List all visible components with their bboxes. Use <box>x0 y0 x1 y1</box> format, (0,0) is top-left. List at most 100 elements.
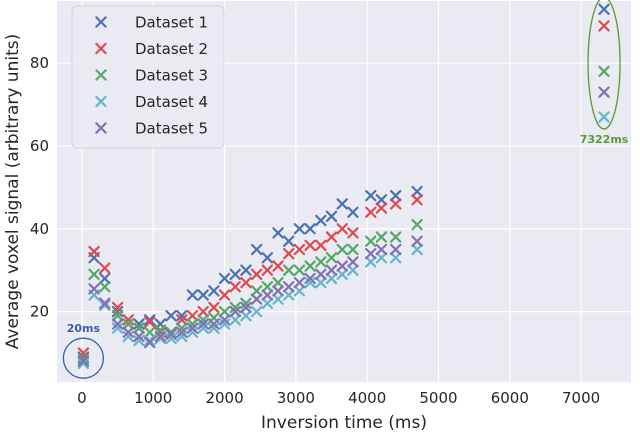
data-point-series-2 <box>229 281 241 293</box>
data-point-series-3 <box>133 322 145 334</box>
data-point-series-4 <box>304 276 316 289</box>
data-point-series-4 <box>365 256 377 268</box>
data-point-series-3 <box>304 260 316 272</box>
annotations: 20ms 7322ms <box>62 0 629 379</box>
data-point-series-4 <box>315 276 327 289</box>
data-point-series-4 <box>347 264 359 276</box>
data-point-series-1 <box>261 252 274 264</box>
x-tick-label: 5000 <box>419 389 457 407</box>
data-point-series-2 <box>347 227 359 239</box>
data-point-series-4 <box>165 332 177 345</box>
data-point-series-3 <box>99 281 111 293</box>
data-point-series-4 <box>336 268 348 281</box>
data-point-series-2 <box>88 245 100 258</box>
x-tick-label: 3000 <box>277 389 315 407</box>
data-point-series-2 <box>176 314 188 326</box>
legend-entry-1: Dataset 1 <box>135 14 208 32</box>
data-point-series-3 <box>336 243 348 256</box>
data-point-series-5 <box>411 235 423 247</box>
data-point-series-1 <box>389 189 402 202</box>
data-point-series-5 <box>272 285 284 297</box>
x-tick-label: 7000 <box>562 389 600 407</box>
data-point-series-5 <box>186 322 199 334</box>
annotation-ellipse-last <box>587 0 621 130</box>
data-point-series-4 <box>325 272 338 285</box>
legend-entry-4: Dataset 4 <box>135 93 208 111</box>
data-point-series-5 <box>99 297 111 310</box>
data-point-series-3 <box>315 256 327 268</box>
data-point-series-1 <box>325 210 338 223</box>
data-point-series-4 <box>122 330 135 343</box>
data-point-series-5 <box>598 86 610 98</box>
data-point-series-2 <box>293 243 306 256</box>
data-point-series-2 <box>411 194 423 206</box>
data-point-series-5 <box>165 328 177 341</box>
data-point-series-4 <box>154 332 167 345</box>
data-point-series-2 <box>304 239 316 252</box>
data-point-series-4 <box>111 322 124 334</box>
data-point-series-4 <box>598 111 610 123</box>
data-point-series-1 <box>283 235 295 247</box>
data-point-series-2 <box>186 310 199 322</box>
data-point-series-3 <box>272 276 284 289</box>
data-point-series-3 <box>325 252 338 264</box>
data-points <box>77 3 610 370</box>
data-point-series-5 <box>336 260 348 272</box>
data-point-series-1 <box>598 3 610 15</box>
data-point-series-1 <box>197 289 209 301</box>
annotation-label-last: 7322ms <box>580 133 629 146</box>
data-point-series-3 <box>186 318 199 330</box>
data-point-series-3 <box>122 318 135 330</box>
data-point-series-3 <box>365 235 377 247</box>
data-point-series-3 <box>229 301 241 314</box>
x-axis-label: Inversion time (ms) <box>261 413 427 433</box>
data-point-series-5 <box>229 305 241 318</box>
data-point-series-3 <box>111 310 124 322</box>
legend-entry-5: Dataset 5 <box>135 120 208 138</box>
x-tick-label: 4000 <box>348 389 386 407</box>
data-point-series-4 <box>250 305 263 318</box>
data-point-series-5 <box>143 336 156 349</box>
tick-labels: 0 1000 2000 3000 4000 5000 6000 7000 20 40 60 80 <box>30 54 600 407</box>
data-point-series-1 <box>365 189 377 202</box>
data-point-series-2 <box>389 198 402 210</box>
data-point-series-5 <box>261 289 274 301</box>
data-point-series-5 <box>250 293 263 305</box>
grid-lines <box>57 1 631 382</box>
data-point-series-1 <box>143 314 156 326</box>
data-point-series-5 <box>208 318 220 330</box>
data-point-series-3 <box>598 65 610 78</box>
data-point-series-2 <box>122 314 135 326</box>
data-point-series-5 <box>375 243 388 256</box>
data-point-series-2 <box>283 247 295 260</box>
data-point-series-3 <box>77 353 90 365</box>
data-point-series-2 <box>208 301 220 314</box>
data-point-series-1 <box>272 227 284 239</box>
x-tick-label: 1000 <box>134 389 172 407</box>
data-point-series-2 <box>111 301 124 314</box>
data-point-series-5 <box>133 330 145 343</box>
data-point-series-1 <box>111 305 124 318</box>
data-point-series-2 <box>325 231 338 243</box>
annotation-ellipse-first <box>62 337 105 379</box>
data-point-series-4 <box>218 318 231 330</box>
data-point-series-2 <box>240 276 252 289</box>
data-point-series-1 <box>165 310 177 322</box>
x-tick-label: 6000 <box>491 389 529 407</box>
data-point-series-3 <box>218 305 231 318</box>
data-point-series-1 <box>218 272 231 285</box>
data-point-series-2 <box>598 20 610 32</box>
x-tick-label: 2000 <box>205 389 243 407</box>
data-point-series-2 <box>197 305 209 318</box>
data-point-series-1 <box>99 272 111 285</box>
legend-entry-3: Dataset 3 <box>135 67 208 85</box>
data-point-series-4 <box>77 357 90 370</box>
y-tick-label: 80 <box>30 54 49 72</box>
data-point-series-5 <box>293 276 306 289</box>
data-point-series-5 <box>325 264 338 276</box>
data-point-series-4 <box>176 330 188 343</box>
data-point-series-1 <box>411 185 423 198</box>
data-point-series-3 <box>389 231 402 243</box>
y-tick-label: 60 <box>30 137 49 155</box>
